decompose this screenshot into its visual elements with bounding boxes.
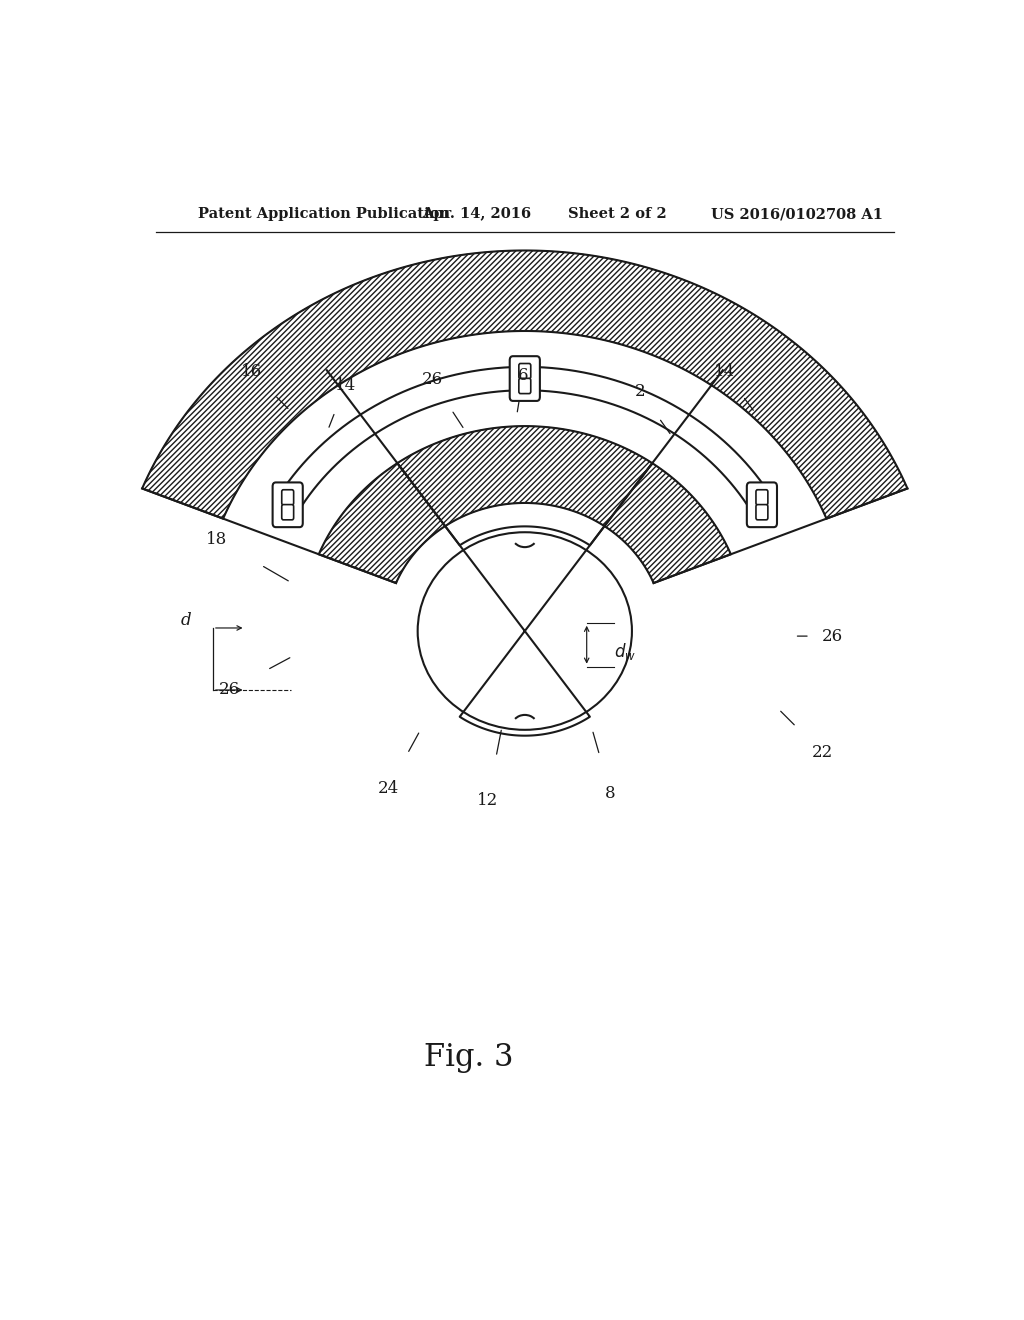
Text: 18: 18 <box>206 531 227 548</box>
Text: 8: 8 <box>605 785 615 803</box>
Text: 2: 2 <box>635 383 645 400</box>
Text: 14: 14 <box>335 376 356 393</box>
FancyBboxPatch shape <box>519 379 530 393</box>
FancyBboxPatch shape <box>282 504 294 520</box>
FancyBboxPatch shape <box>519 363 530 379</box>
Text: Apr. 14, 2016: Apr. 14, 2016 <box>422 207 530 222</box>
Ellipse shape <box>418 532 632 730</box>
FancyBboxPatch shape <box>282 490 294 506</box>
FancyBboxPatch shape <box>510 356 540 401</box>
Text: Fig. 3: Fig. 3 <box>425 1043 514 1073</box>
Text: 26: 26 <box>219 681 241 698</box>
FancyBboxPatch shape <box>756 490 768 506</box>
Text: 24: 24 <box>378 780 399 797</box>
Text: 26: 26 <box>422 371 442 388</box>
Text: 22: 22 <box>812 744 834 762</box>
Text: 16: 16 <box>242 363 262 380</box>
FancyBboxPatch shape <box>756 504 768 520</box>
Text: Sheet 2 of 2: Sheet 2 of 2 <box>568 207 668 222</box>
Text: 26: 26 <box>822 627 844 644</box>
Text: $d_w$: $d_w$ <box>614 640 637 661</box>
Text: 12: 12 <box>477 792 498 809</box>
Text: 6: 6 <box>518 367 528 384</box>
Text: d: d <box>180 612 191 630</box>
Polygon shape <box>142 251 907 519</box>
FancyBboxPatch shape <box>746 482 777 527</box>
Text: US 2016/0102708 A1: US 2016/0102708 A1 <box>712 207 884 222</box>
FancyBboxPatch shape <box>272 482 303 527</box>
Text: Patent Application Publication: Patent Application Publication <box>198 207 450 222</box>
Polygon shape <box>318 426 731 583</box>
Text: 14: 14 <box>714 363 735 380</box>
